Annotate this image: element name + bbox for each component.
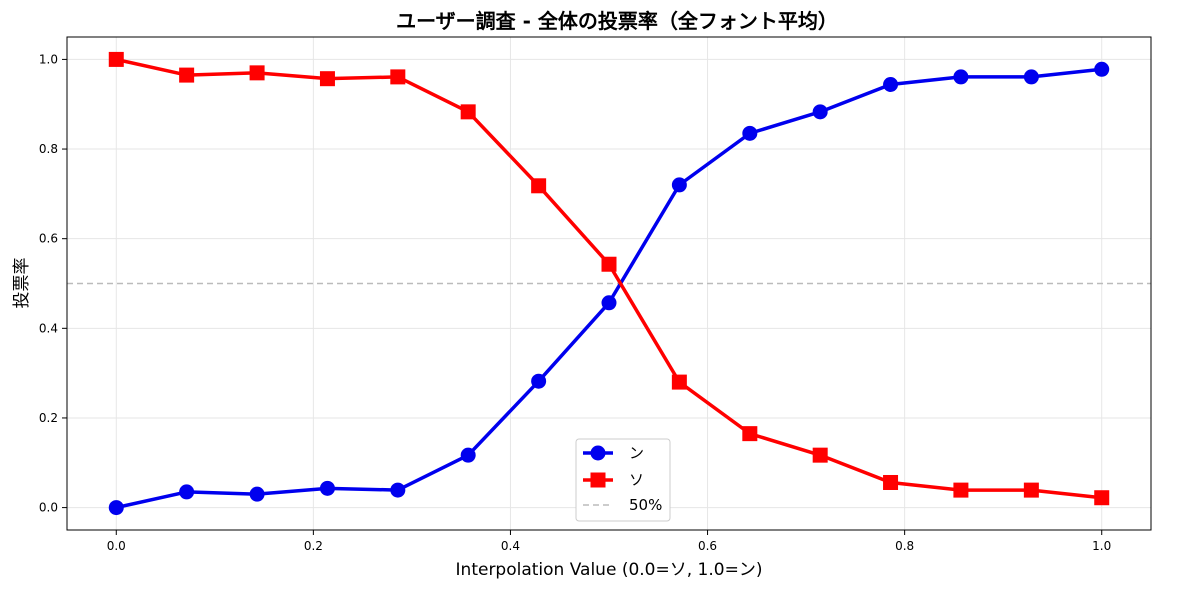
data-point [812,104,828,120]
x-axis-ticks: 0.0 0.2 0.4 0.6 0.8 1.0 [107,530,1111,553]
data-point [531,373,547,389]
x-tick-label: 0.4 [501,539,520,553]
x-tick-label: 0.0 [107,539,126,553]
data-point [601,256,617,272]
data-point [1023,482,1039,498]
data-point [953,482,969,498]
data-point [179,67,195,83]
x-tick-label: 0.2 [304,539,323,553]
x-tick-label: 0.8 [895,539,914,553]
data-point [108,500,124,516]
data-point [460,104,476,120]
series-group [108,51,1110,516]
data-point [1023,69,1039,85]
x-tick-label: 0.6 [698,539,717,553]
data-point [390,482,406,498]
data-point [460,447,476,463]
x-axis-label: Interpolation Value (0.0=ソ, 1.0=ン) [456,560,763,580]
y-tick-label: 0.0 [39,501,58,515]
y-tick-label: 0.2 [39,411,58,425]
data-point [249,65,265,81]
data-point [249,486,265,502]
data-point [742,426,758,442]
data-point [953,69,969,85]
y-tick-label: 1.0 [39,52,58,66]
x-tick-label: 1.0 [1092,539,1111,553]
data-point [319,71,335,87]
data-point [108,51,124,67]
data-point [671,374,687,390]
data-point [179,484,195,500]
y-tick-label: 0.4 [39,321,58,335]
legend-entries: ンソ 50% [583,444,662,514]
data-point [1094,61,1110,77]
data-point [319,480,335,496]
y-axis-ticks: 0.0 0.2 0.4 0.6 0.8 1.0 [39,52,67,515]
data-point [531,178,547,194]
y-axis-label: 投票率 [12,258,32,309]
legend: ンソ 50% [575,438,671,522]
legend-label: ン [629,444,644,462]
legend-marker [590,472,606,488]
data-point [883,474,899,490]
chart-title: ユーザー調査 - 全体の投票率（全フォント平均） [396,9,838,33]
legend-marker [590,445,606,461]
y-tick-label: 0.8 [39,142,58,156]
data-point [883,77,899,93]
data-point [1094,490,1110,506]
plot-frame [66,36,1152,531]
data-point [671,177,687,193]
data-point [601,295,617,311]
series-2 [108,51,1110,506]
data-point [812,447,828,463]
data-point [742,125,758,141]
legend-label: 50% [629,496,662,514]
series-line [115,57,1102,500]
legend-label: ソ [629,471,644,489]
series-1 [108,61,1110,516]
y-tick-label: 0.6 [39,232,58,246]
data-point [390,69,406,85]
